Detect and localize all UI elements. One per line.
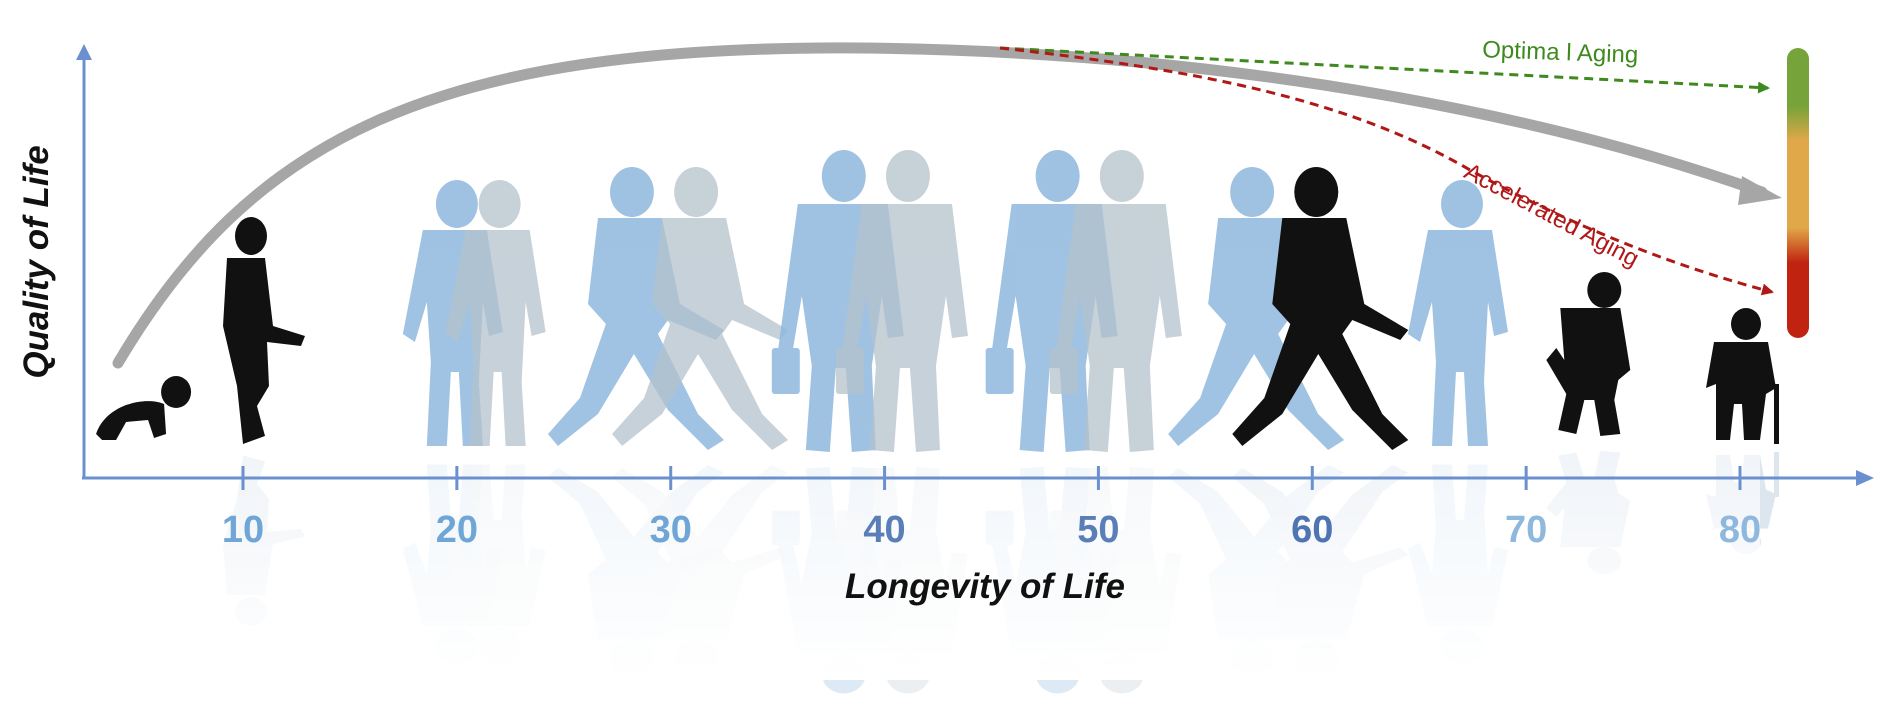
optimal-aging-line xyxy=(999,46,1770,94)
accelerated-aging-line xyxy=(999,46,1774,296)
older-walking-dark-silhouette xyxy=(1232,167,1409,450)
y-axis-title: Quality of Life xyxy=(17,145,56,378)
older-walking-blue-silhouette xyxy=(1168,167,1345,450)
axes xyxy=(76,44,1874,486)
x-axis-title: Longevity of Life xyxy=(845,567,1125,606)
x-tick-label-30: 30 xyxy=(650,509,692,551)
baby-crawling-silhouette xyxy=(96,376,192,440)
x-axis-arrowhead xyxy=(1856,470,1874,486)
quality-curve-arrowhead xyxy=(1738,176,1782,205)
senior-with-bag-silhouette xyxy=(1407,180,1508,446)
x-tick-label-80: 80 xyxy=(1719,509,1761,551)
reflection-fade xyxy=(60,440,1760,680)
x-tick-label-10: 10 xyxy=(222,509,264,551)
teen-ghost-silhouette xyxy=(445,180,546,446)
young-adult-striding-silhouette xyxy=(547,167,724,450)
x-tick-label-50: 50 xyxy=(1077,509,1119,551)
elderly-hunched-silhouette xyxy=(1546,272,1631,436)
x-tick-label-40: 40 xyxy=(863,509,905,551)
x-tick-label-70: 70 xyxy=(1505,509,1547,551)
x-tick-label-60: 60 xyxy=(1291,509,1333,551)
x-axis-ticks: 10 20 30 40 50 60 70 80 xyxy=(222,466,1761,551)
young-adult-ghost-silhouette xyxy=(612,167,789,450)
quality-scale-bar xyxy=(1787,48,1809,338)
life-stage-figures xyxy=(96,150,1779,452)
elderly-cane-silhouette xyxy=(1706,308,1779,444)
y-axis-arrowhead xyxy=(76,44,92,60)
adult-ghost-silhouette xyxy=(835,150,968,452)
child-kicking-silhouette xyxy=(223,217,305,444)
quality-of-life-curve xyxy=(112,42,1768,369)
middle-aged-ghost-silhouette xyxy=(1049,150,1182,452)
x-tick-label-20: 20 xyxy=(436,509,478,551)
optimal-aging-label: Optima l Aging xyxy=(1482,36,1639,68)
